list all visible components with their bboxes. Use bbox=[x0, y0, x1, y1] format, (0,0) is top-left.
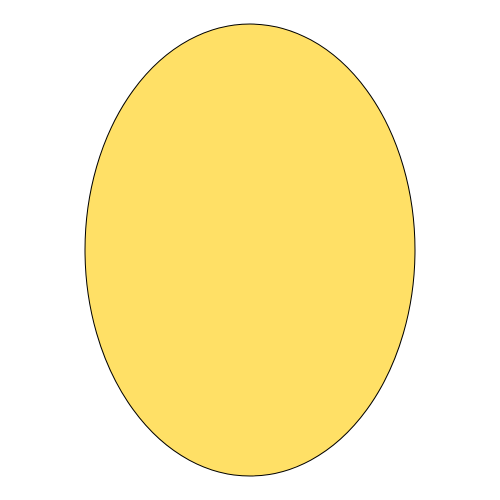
yellow-ellipse bbox=[84, 23, 416, 477]
